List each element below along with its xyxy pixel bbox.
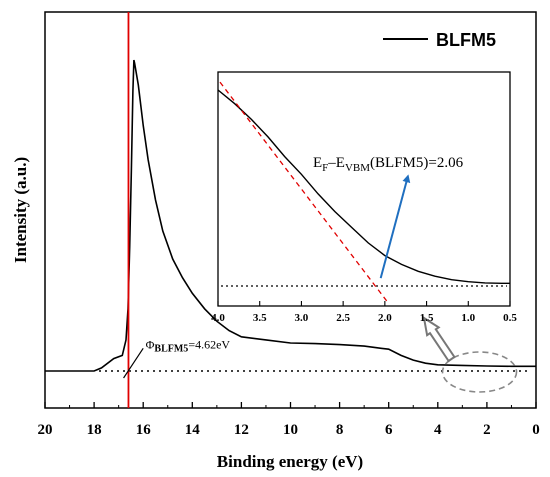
x-tick-label: 6 (385, 422, 393, 438)
x-tick-label: 12 (234, 422, 249, 438)
x-tick-label: 16 (136, 422, 152, 438)
x-tick-label: 2 (483, 422, 491, 438)
x-tick-label: 4 (434, 422, 442, 438)
x-tick-label: 10 (283, 422, 298, 438)
phi-value: =4.62eV (188, 337, 230, 351)
x-tick-label: 18 (87, 422, 102, 438)
anno-e: E (313, 155, 322, 171)
x-tick-label: 0 (532, 422, 540, 438)
anno-rest: (BLFM5)=2.06 (370, 155, 464, 171)
inset-x-tick-label: 2.0 (378, 312, 392, 324)
inset-x-tick-label: 3.0 (295, 312, 309, 324)
x-tick-label: 8 (336, 422, 344, 438)
legend: BLFM5 (383, 30, 496, 50)
inset-x-tick-label: 3.5 (253, 312, 267, 324)
inset-x-tick-label: 2.5 (336, 312, 350, 324)
inset-x-tick-label: 4.0 (211, 312, 225, 324)
inset-frame (217, 71, 511, 307)
inset-x-ticks: 4.0 3.5 3.0 2.5 2.0 1.5 1.0 0.5 (211, 301, 517, 324)
x-tick-label: 20 (38, 422, 53, 438)
x-axis-label: Binding energy (eV) (217, 452, 363, 471)
inset-blue-arrow (379, 174, 411, 279)
anno-dash-e: –E (327, 155, 345, 171)
phi-leader-line (123, 348, 144, 379)
inset-annotation: EF–EVBM(BLFM5)=2.06 (313, 155, 464, 174)
main-x-ticks: 20 18 16 14 12 10 8 6 4 2 0 (38, 402, 540, 438)
x-tick-label: 14 (185, 422, 201, 438)
phi-subscript: BLFM5 (154, 343, 188, 354)
inset-series-blflm5-line (217, 89, 510, 284)
anno-sub-vbm: VBM (345, 162, 370, 174)
inset-x-tick-label: 1.5 (420, 312, 434, 324)
inset-linear-fit (219, 81, 390, 305)
highlight-ellipse (441, 351, 518, 393)
zoom-arrow (422, 315, 456, 363)
inset-x-tick-label: 1.0 (461, 312, 475, 324)
anno-sub-f: F (322, 162, 328, 174)
legend-label: BLFM5 (436, 30, 496, 50)
y-axis-label: Intensity (a.u.) (11, 157, 30, 263)
phi-symbol: Φ (146, 337, 155, 351)
phi-annotation: ΦBLFM5=4.62eV (146, 337, 231, 354)
inset-x-tick-label: 0.5 (503, 312, 517, 324)
